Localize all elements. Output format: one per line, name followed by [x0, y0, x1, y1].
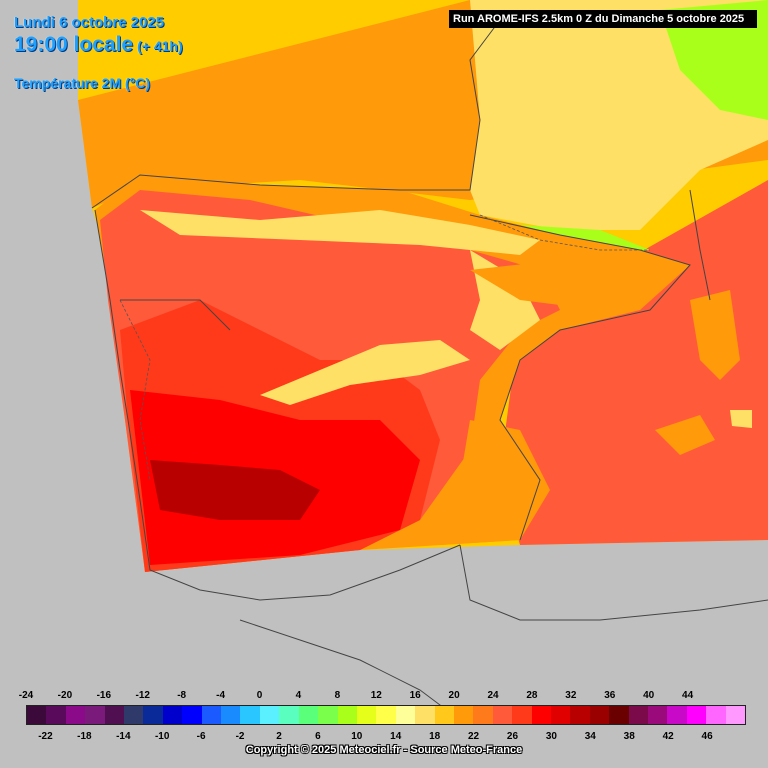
- scale-label-lower: -6: [196, 731, 206, 742]
- scale-label-lower: 14: [390, 731, 402, 742]
- color-scale-swatch: [667, 706, 687, 724]
- scale-label-lower: -22: [38, 731, 53, 742]
- levante-coast-field: [440, 420, 550, 545]
- color-scale-swatch: [182, 706, 202, 724]
- scale-label-lower: 46: [701, 731, 713, 742]
- color-scale-swatch: [27, 706, 47, 724]
- central-system-cool-field: [260, 340, 470, 405]
- color-scale-swatch: [473, 706, 493, 724]
- scale-label-upper: 44: [682, 690, 694, 701]
- scale-label-lower: 30: [545, 731, 557, 742]
- scale-label-upper: -4: [216, 690, 226, 701]
- color-scale-swatch: [725, 706, 746, 724]
- corsica-sardinia-field: [690, 290, 740, 380]
- color-scale-swatch: [512, 706, 532, 724]
- color-scale-swatch: [628, 706, 648, 724]
- color-scale-swatch: [415, 706, 435, 724]
- scale-label-upper: -20: [57, 690, 73, 701]
- color-scale-swatch: [162, 706, 183, 724]
- scale-label-upper: 16: [409, 690, 421, 701]
- run-info-banner: Run AROME-IFS 2.5km 0 Z du Dimanche 5 oc…: [449, 10, 757, 28]
- scale-label-upper: 24: [487, 690, 499, 701]
- color-scale-swatch: [434, 706, 454, 724]
- color-scale-swatch: [298, 706, 319, 724]
- coastlines: [91, 19, 768, 721]
- color-scale-swatch: [65, 706, 86, 724]
- ebro-valley-field: [470, 260, 640, 310]
- scale-label-upper: 0: [256, 690, 263, 701]
- scale-label-upper: -12: [135, 690, 150, 701]
- scale-label-upper: 20: [448, 690, 460, 701]
- color-scale-swatch: [376, 706, 396, 724]
- scale-label-lower: 10: [351, 731, 363, 742]
- color-scale-swatch: [395, 706, 416, 724]
- color-scale-swatch: [318, 706, 338, 724]
- color-scale-swatch: [570, 706, 590, 724]
- scale-label-upper: 4: [295, 690, 302, 701]
- scale-label-lower: 38: [623, 731, 635, 742]
- color-scale-swatch: [531, 706, 551, 724]
- menorca-field: [730, 410, 752, 428]
- mediterranean-sea-field: [500, 180, 768, 545]
- scale-label-lower: 22: [468, 731, 480, 742]
- scale-label-upper: -24: [18, 690, 34, 701]
- color-scale-swatch: [550, 706, 571, 724]
- scale-label-lower: -2: [235, 731, 245, 742]
- scale-label-upper: -16: [96, 690, 112, 701]
- color-scale-swatch: [356, 706, 377, 724]
- copyright-notice: Copyright © 2025 Meteociel.fr - Source M…: [245, 744, 523, 756]
- forecast-time: 19:00 locale (+ 41h): [14, 33, 183, 57]
- color-scale-swatch: [46, 706, 66, 724]
- scale-label-lower: 42: [662, 731, 674, 742]
- scale-label-lower: -14: [116, 731, 131, 742]
- color-scale-swatch: [143, 706, 163, 724]
- alps-cold-field: [660, 0, 768, 120]
- scale-label-lower: -18: [77, 731, 92, 742]
- color-scale-swatch: [104, 706, 125, 724]
- scale-label-lower: 34: [584, 731, 596, 742]
- color-scale-swatch: [589, 706, 610, 724]
- scale-label-upper: 8: [334, 690, 341, 701]
- cantabrian-cool-field: [140, 210, 540, 255]
- scale-label-lower: -10: [154, 731, 170, 742]
- guadalquivir-hot-field: [150, 460, 320, 520]
- country-borders: [119, 214, 650, 481]
- scale-label-upper: -8: [177, 690, 187, 701]
- balearic-islands-field: [655, 415, 715, 455]
- color-scale-swatch: [85, 706, 105, 724]
- color-scale-swatch: [492, 706, 513, 724]
- scale-label-lower: 26: [506, 731, 519, 742]
- scale-label-upper: 28: [526, 690, 538, 701]
- color-scale-swatch: [279, 706, 299, 724]
- scale-label-lower: 18: [429, 731, 441, 742]
- color-scale-swatch: [648, 706, 668, 724]
- scale-label-upper: 12: [370, 690, 382, 701]
- color-scale-swatch: [706, 706, 726, 724]
- color-scale-swatch: [259, 706, 280, 724]
- scale-label-lower: 2: [276, 731, 282, 742]
- color-scale-swatch: [221, 706, 241, 724]
- color-scale-swatch: [240, 706, 260, 724]
- color-scale-swatch: [124, 706, 144, 724]
- scale-label-upper: 36: [604, 690, 616, 701]
- color-scale-swatch: [337, 706, 357, 724]
- color-scale-swatch: [201, 706, 222, 724]
- parameter-title: Température 2M (°C): [14, 75, 151, 91]
- forecast-lead-time: (+ 41h): [137, 38, 183, 54]
- forecast-date: Lundi 6 octobre 2025: [14, 14, 165, 31]
- color-scale-bar: [26, 705, 746, 725]
- color-scale-swatch: [686, 706, 707, 724]
- forecast-local-time: 19:00 locale: [14, 33, 134, 56]
- scale-label-lower: 6: [315, 731, 321, 742]
- color-scale-swatch: [609, 706, 629, 724]
- scale-label-upper: 40: [643, 690, 655, 701]
- color-scale-swatch: [453, 706, 474, 724]
- scale-label-upper: 32: [565, 690, 577, 701]
